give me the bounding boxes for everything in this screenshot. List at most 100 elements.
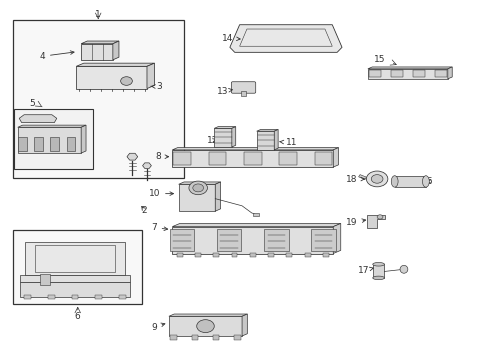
Bar <box>372 264 384 278</box>
Polygon shape <box>242 314 247 336</box>
Bar <box>13 21 183 178</box>
Polygon shape <box>332 148 338 167</box>
Text: 7: 7 <box>151 223 167 232</box>
Text: 10: 10 <box>148 189 173 198</box>
Circle shape <box>196 320 214 333</box>
Text: 3: 3 <box>150 82 162 91</box>
Bar <box>314 152 331 165</box>
Polygon shape <box>332 224 340 253</box>
Polygon shape <box>19 115 57 123</box>
Bar <box>18 137 26 150</box>
Circle shape <box>121 77 132 85</box>
Bar <box>249 253 255 257</box>
Bar <box>170 335 177 339</box>
Bar <box>212 335 219 339</box>
Bar <box>169 229 194 251</box>
Bar <box>35 245 115 272</box>
Bar <box>119 295 126 300</box>
Bar <box>267 253 273 257</box>
Polygon shape <box>127 153 138 160</box>
Polygon shape <box>147 63 154 89</box>
Text: 12: 12 <box>207 136 218 145</box>
Bar <box>34 137 43 150</box>
Bar <box>20 275 130 282</box>
Polygon shape <box>367 67 451 69</box>
Bar <box>81 44 113 60</box>
Text: 2: 2 <box>142 206 147 215</box>
Bar <box>18 127 81 153</box>
Text: 13: 13 <box>216 86 232 95</box>
Polygon shape <box>231 127 235 147</box>
Bar <box>208 152 226 165</box>
Bar <box>20 282 130 297</box>
Bar <box>368 70 380 77</box>
Text: 18: 18 <box>346 175 364 184</box>
Bar <box>176 253 182 257</box>
Bar <box>173 152 190 165</box>
Bar <box>40 274 50 285</box>
Bar <box>195 253 201 257</box>
Bar <box>95 295 102 300</box>
Text: 8: 8 <box>155 152 168 161</box>
Polygon shape <box>18 125 86 127</box>
Bar <box>279 152 296 165</box>
Polygon shape <box>168 314 247 316</box>
Polygon shape <box>229 25 341 52</box>
Polygon shape <box>366 215 384 228</box>
Bar <box>412 70 424 77</box>
Bar <box>252 213 258 216</box>
Bar <box>256 131 274 150</box>
Text: 1: 1 <box>95 10 101 19</box>
Bar <box>24 295 31 300</box>
Polygon shape <box>81 41 119 44</box>
Ellipse shape <box>390 176 397 187</box>
Bar <box>50 137 59 150</box>
Bar <box>178 184 215 211</box>
Polygon shape <box>274 130 278 150</box>
Ellipse shape <box>372 276 384 280</box>
Polygon shape <box>113 41 119 60</box>
Text: 19: 19 <box>346 218 365 227</box>
Bar <box>213 253 219 257</box>
Bar <box>14 109 93 169</box>
Circle shape <box>366 171 387 187</box>
Text: 11: 11 <box>279 138 296 147</box>
Polygon shape <box>178 182 220 184</box>
Bar <box>168 316 242 336</box>
Polygon shape <box>447 67 451 79</box>
Bar <box>304 253 310 257</box>
Polygon shape <box>172 148 338 150</box>
Text: 16: 16 <box>421 177 432 186</box>
Circle shape <box>370 175 382 183</box>
Bar <box>76 66 147 89</box>
Polygon shape <box>214 127 235 129</box>
Text: 15: 15 <box>373 55 385 64</box>
Bar <box>48 295 55 300</box>
Text: 4: 4 <box>39 51 74 61</box>
Bar <box>323 253 328 257</box>
Polygon shape <box>142 163 151 168</box>
Text: 9: 9 <box>151 323 164 332</box>
Polygon shape <box>358 175 366 180</box>
Polygon shape <box>81 125 86 153</box>
Bar <box>367 69 447 79</box>
Bar <box>394 176 425 187</box>
Bar <box>244 152 261 165</box>
Bar <box>231 253 237 257</box>
FancyBboxPatch shape <box>231 82 255 93</box>
Bar <box>191 335 198 339</box>
Ellipse shape <box>372 262 384 266</box>
Polygon shape <box>215 182 220 211</box>
Bar <box>172 150 332 167</box>
Circle shape <box>376 215 382 219</box>
Bar <box>25 242 125 275</box>
Bar <box>172 226 332 253</box>
Text: 14: 14 <box>221 34 240 43</box>
Bar <box>390 70 402 77</box>
Bar <box>241 91 245 96</box>
Bar <box>13 230 142 304</box>
Ellipse shape <box>192 184 203 192</box>
Ellipse shape <box>188 181 207 195</box>
Text: 6: 6 <box>75 312 81 321</box>
Polygon shape <box>76 63 154 66</box>
